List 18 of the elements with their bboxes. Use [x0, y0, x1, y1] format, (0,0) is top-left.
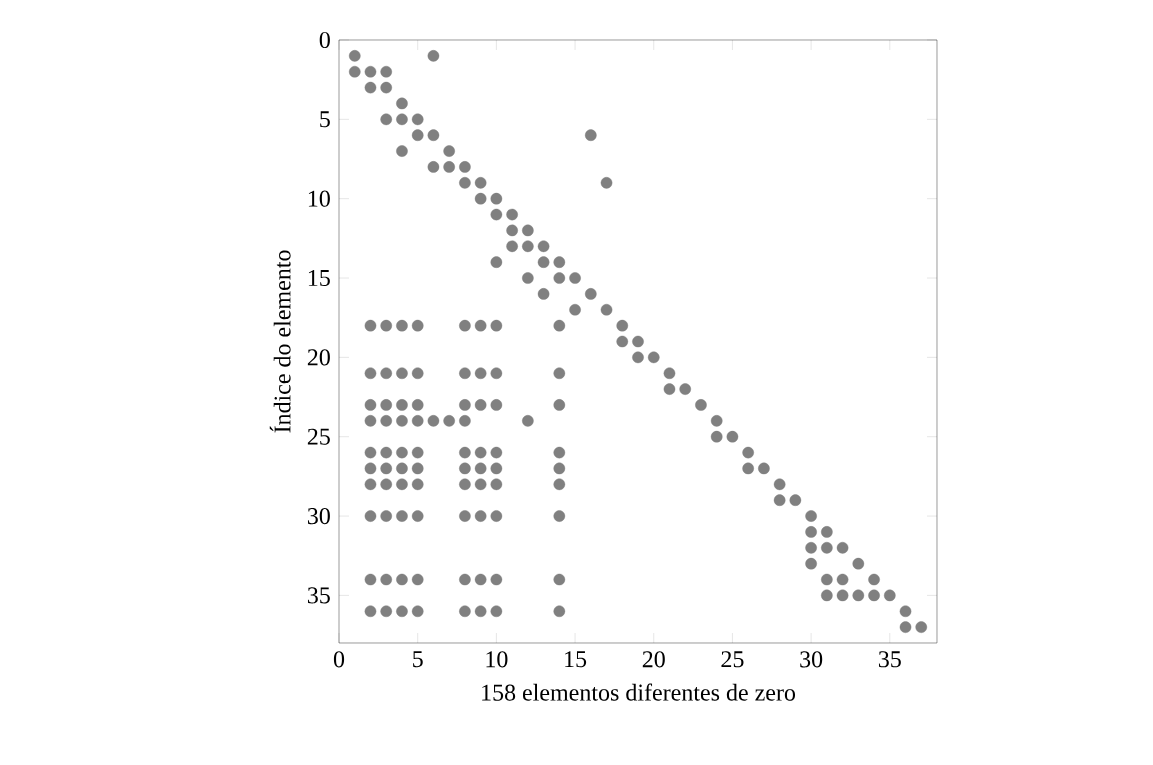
- y-tick-label: 30: [307, 507, 330, 525]
- x-tick-label: 20: [642, 651, 665, 668]
- x-tick-label: 5: [413, 651, 423, 668]
- x-tick-label: 15: [565, 651, 587, 668]
- y-tick-label: 0: [319, 31, 330, 49]
- y-tick-label: 25: [307, 428, 330, 445]
- y-tick-label: 10: [308, 190, 330, 207]
- y-tick-label: 5: [320, 111, 330, 128]
- y-tick-label: 20: [307, 349, 330, 366]
- x-tick-label: 35: [878, 651, 901, 668]
- x-tick-label: 30: [800, 651, 823, 668]
- y-tick-label: 35: [307, 587, 330, 604]
- x-axis-title: 158 elementos diferentes de zero: [482, 683, 796, 701]
- y-tick-label: 15: [308, 269, 330, 287]
- x-tick-label: 25: [721, 651, 744, 668]
- x-tick-label: 0: [333, 651, 345, 668]
- x-tick-label: 10: [486, 651, 508, 668]
- y-axis-title: Índice do elemento: [269, 250, 291, 433]
